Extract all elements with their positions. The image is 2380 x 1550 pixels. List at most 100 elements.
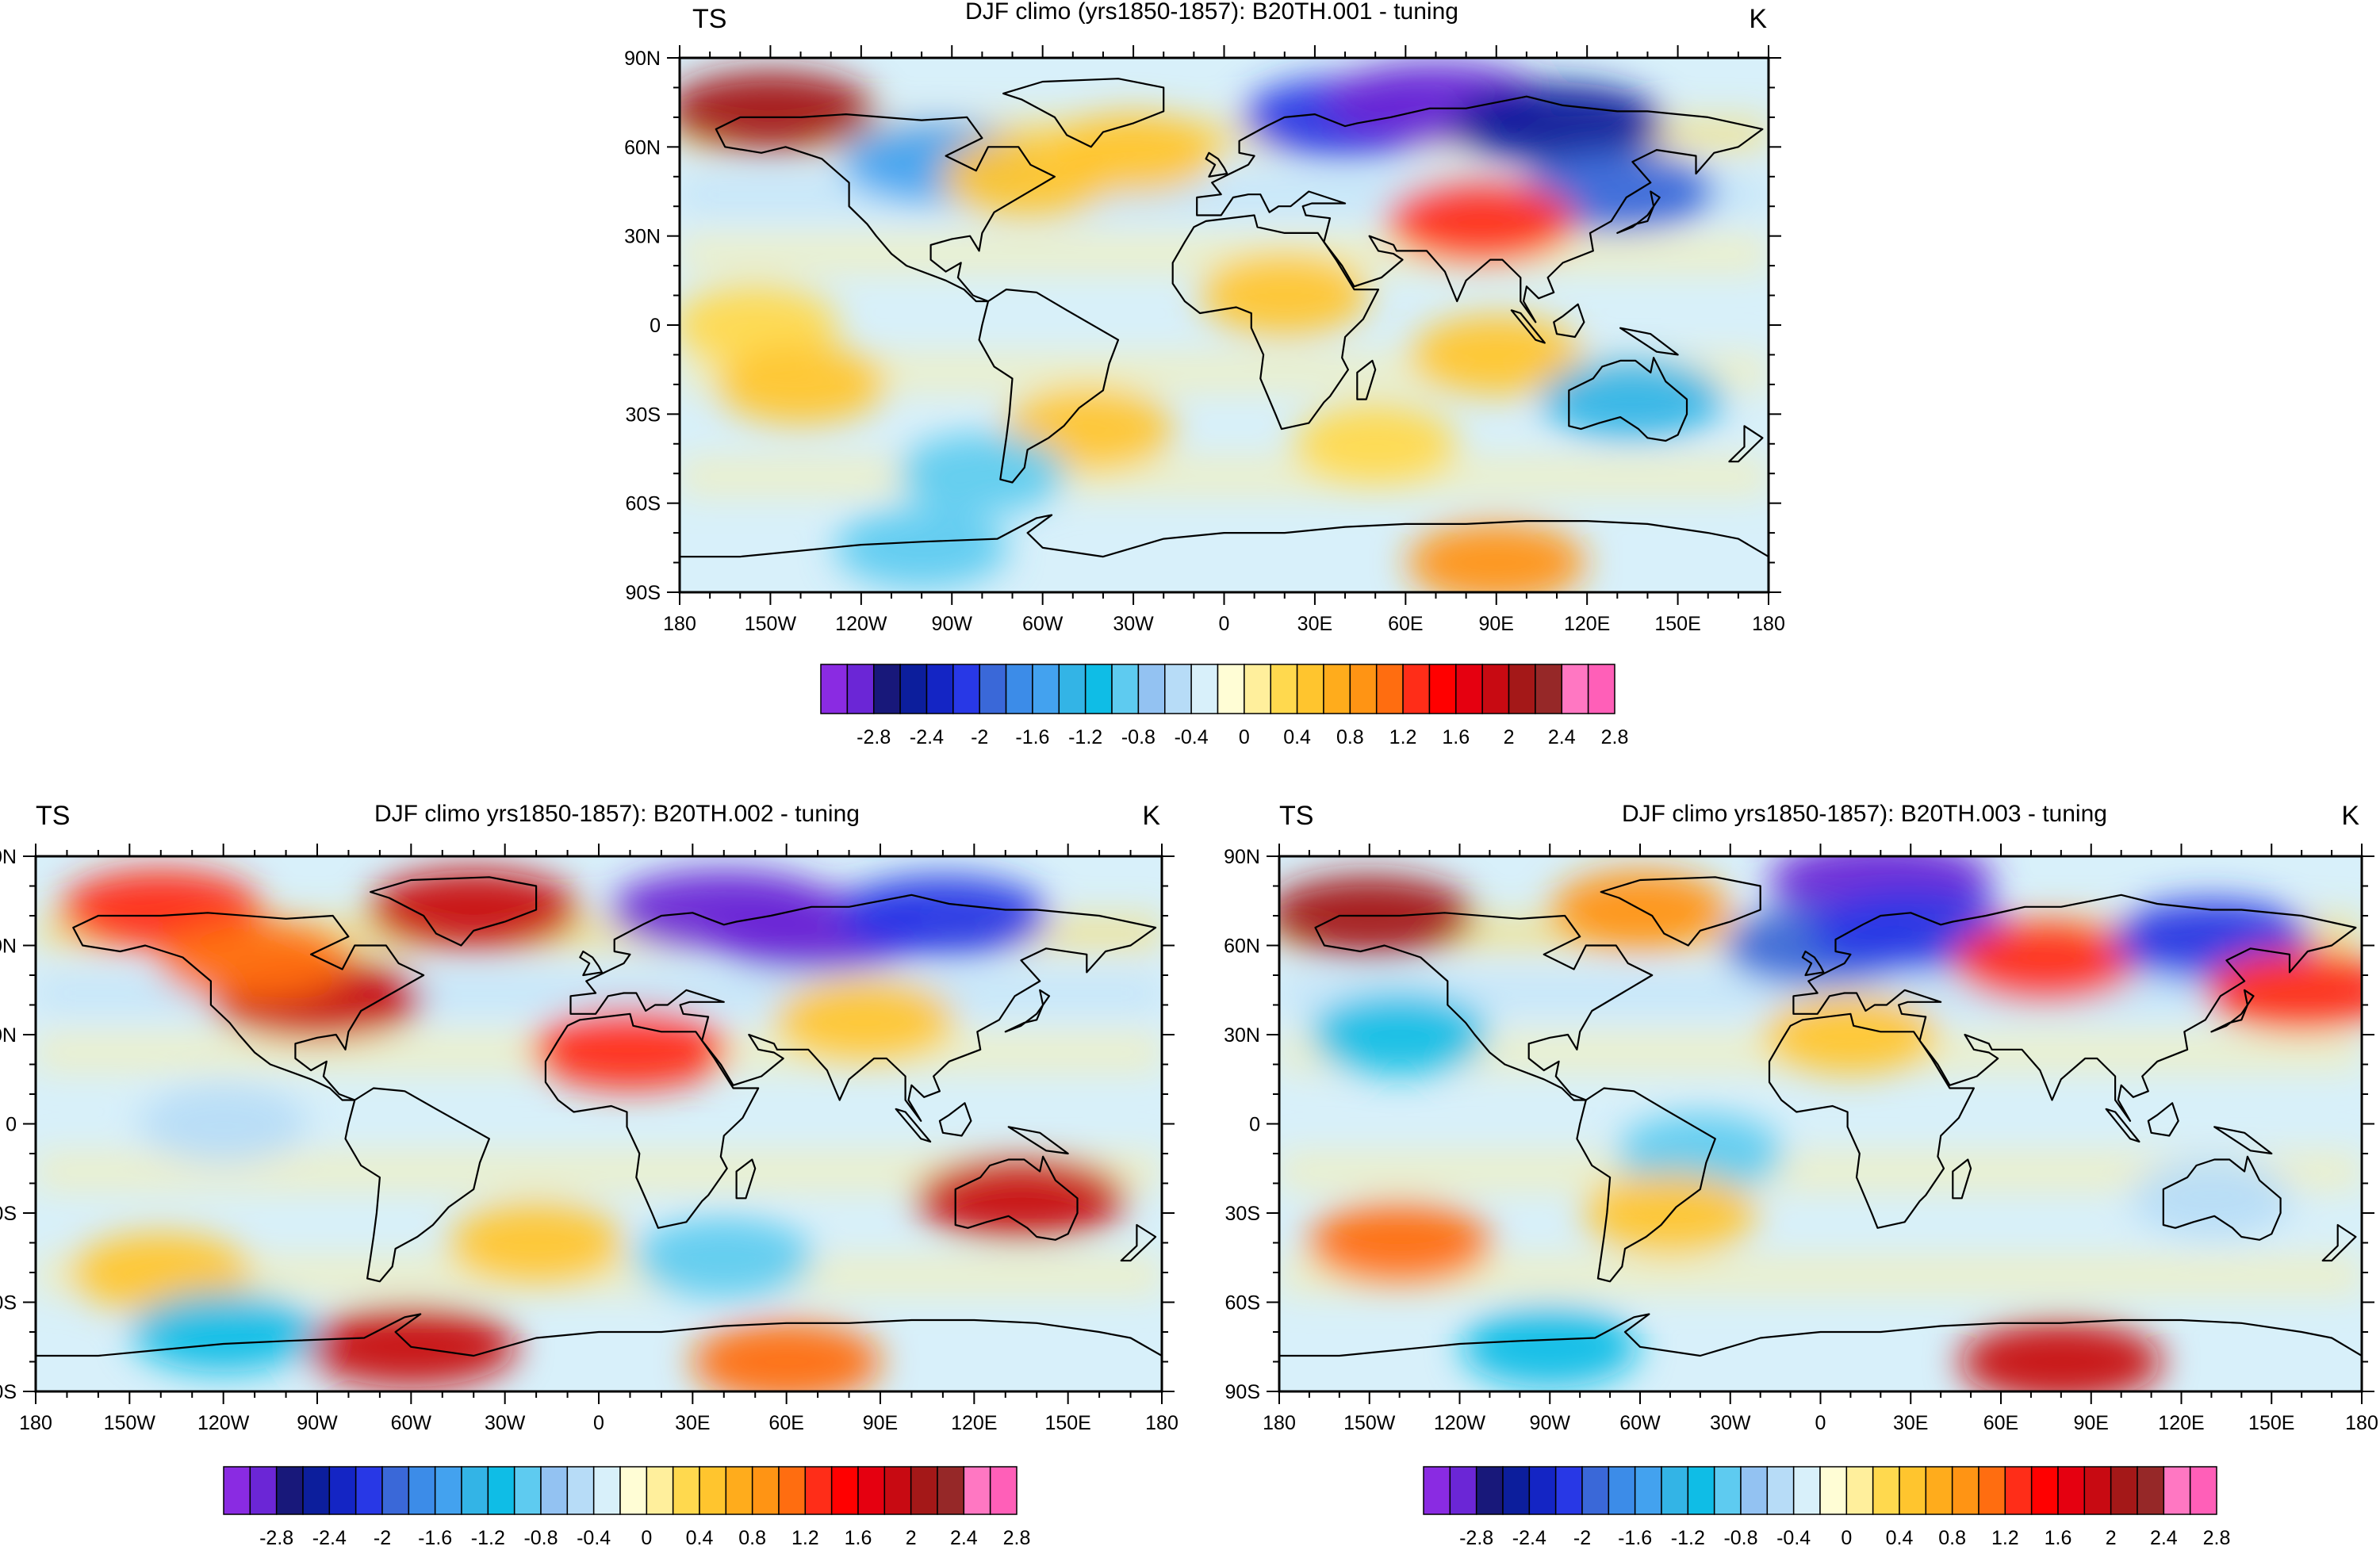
lon-tick-label: 30W [485,1412,526,1434]
colorbar-swatch [461,1466,489,1515]
colorbar-swatch [699,1466,727,1515]
anomaly-field [36,869,1162,1391]
lon-tick-label: 120E [1564,613,1610,635]
colorbar-swatch [1428,664,1457,714]
coastline-new-zealand [1120,1223,1157,1262]
colorbar-swatch [2137,1466,2165,1515]
colorbar-swatch [857,1466,886,1515]
colorbar-swatch [1296,664,1324,714]
colorbar-swatch [1661,1466,1689,1515]
colorbar-swatch [1481,664,1510,714]
colorbar-swatch [1423,1466,1451,1515]
colorbar-swatch [2083,1466,2112,1515]
anomaly-region [1386,181,1576,262]
colorbar-label: 1.2 [1991,1527,2019,1549]
coastline-greenland [370,876,538,947]
colorbar-swatch [1766,1466,1795,1515]
coastline-great-britain [1801,950,1825,977]
colorbar-swatch [1375,664,1404,714]
colorbar-swatch [1687,1466,1715,1515]
coastline-south-america [978,289,1120,484]
colorbar-swatch [2030,1466,2059,1515]
colorbar-swatch [989,1466,1018,1515]
lon-tick-label: 120E [951,1412,997,1434]
colorbar-swatch [979,664,1007,714]
colorbar-swatch [883,1466,912,1515]
colorbar-label: 2 [1504,726,1515,748]
colorbar-swatch [2004,1466,2033,1515]
lat-tick-label: 30S [626,404,661,426]
colorbar-swatch [1032,664,1060,714]
anomaly-region [716,344,885,425]
colorbar-swatch [1164,664,1192,714]
anomaly-region [139,1083,308,1165]
lon-tick-label: 30W [1113,613,1154,635]
colorbar-label: -1.2 [471,1527,505,1549]
colorbar-swatch [1951,1466,1980,1515]
colorbar-swatch [1925,1466,1953,1515]
colorbar-label: -1.6 [418,1527,452,1549]
colorbar-swatch [963,1466,991,1515]
colorbar-swatch [1872,1466,1900,1515]
colorbar-swatch [1740,1466,1769,1515]
anomaly-region [532,1009,728,1090]
lon-tick-label: 150W [104,1412,156,1434]
colorbar-swatch [1449,1466,1477,1515]
colorbar-swatch [2057,1466,2086,1515]
colorbar-swatch [1349,664,1378,714]
lon-tick-label: 150W [1343,1412,1396,1434]
anomaly-region [449,1202,623,1284]
colorbar-label: -2.8 [857,726,891,748]
lon-tick-label: 120W [835,613,887,635]
coastline-africa [1768,1012,1975,1229]
colorbar-swatch [1402,664,1431,714]
axis-ticks [1267,844,2374,1404]
lat-tick-label: 30S [1225,1203,1260,1225]
coastline-north-america [1314,912,1654,1101]
lat-tick-label: 90S [0,1381,17,1403]
colorbar-label: 0 [641,1527,652,1549]
axis-ticks [667,45,1781,605]
coastline-australia [1568,357,1688,442]
colorbar-swatch [1217,664,1245,714]
colorbar-swatch [1634,1466,1662,1515]
units-label: K [2341,801,2359,831]
colorbar-label: 1.6 [1442,726,1470,748]
colorbar-swatch [1137,664,1166,714]
lon-tick-label: 180 [2345,1412,2378,1434]
coastlines [1279,876,2362,1391]
lon-tick-label: 30E [1297,613,1332,635]
anomaly-region [367,869,580,951]
colorbar: -2.8 -2.4 -2 -1.6 -1.2 -0.8 -0.4 0 0.4 0.8 1.2 1.6 2… [820,664,1629,748]
lat-tick-label: 60S [1225,1292,1260,1315]
colorbar-swatch [1535,664,1563,714]
coastline-australia [2162,1155,2282,1241]
anomaly-region [691,1321,882,1391]
anomaly-region [1540,359,1725,440]
colorbar-label: 1.2 [1389,726,1417,748]
lon-tick-label: 60E [1983,1412,2018,1434]
colorbar-swatch [1058,664,1087,714]
colorbar-label: 2.8 [1601,726,1629,748]
colorbar-label: -2.4 [910,726,944,748]
anomaly-region [1308,1202,1491,1284]
panel-title: DJF climo yrs1850-1857): B20TH.002 - tun… [374,801,860,827]
coastline-sumatra [2105,1108,2140,1143]
colorbar: -2.8 -2.4 -2 -1.6 -1.2 -0.8 -0.4 0 0.4 0.8 1.2 1.6 2… [223,1466,1030,1549]
coastline-eurasia [569,894,1157,1122]
colorbar-swatch [223,1466,251,1515]
lon-tick-label: 180 [1752,613,1785,635]
colorbar-label: -1.6 [1015,726,1049,748]
lon-tick-label: 90W [1530,1412,1571,1434]
colorbar-label: 1.6 [845,1527,872,1549]
coastline-japan [1616,190,1661,234]
colorbar-swatch [513,1466,542,1515]
coastline-japan [1004,989,1051,1033]
colorbar-label: -2.4 [1512,1527,1546,1549]
lon-tick-label: 60E [1388,613,1423,635]
colorbar-swatch [872,664,901,714]
lat-tick-label: 0 [650,315,661,337]
coastline-new-guinea [1007,1126,1069,1155]
colorbar-swatch [937,1466,965,1515]
colorbar-label: 0 [1841,1527,1852,1549]
